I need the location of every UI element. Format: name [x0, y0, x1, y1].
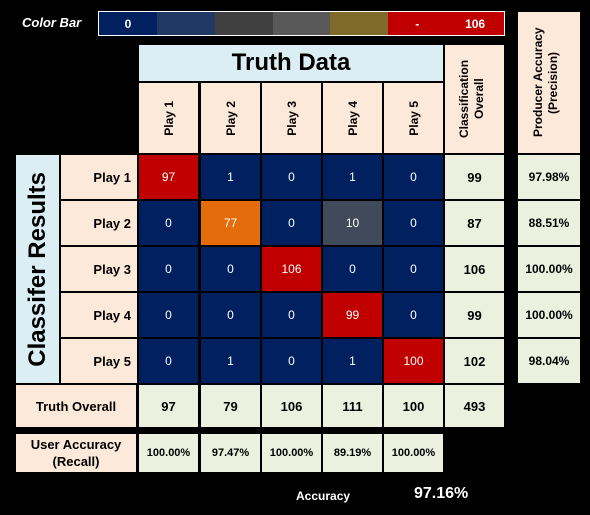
colorbar-segment	[330, 12, 389, 35]
producer-accuracy-cell: 98.04%	[517, 338, 581, 384]
colorbar-segment: 0	[99, 12, 157, 35]
user-accuracy-cell: 100.00%	[138, 433, 199, 473]
matrix-cell: 99	[322, 292, 383, 338]
matrix-cell: 0	[261, 292, 322, 338]
column-total-cell: 100	[383, 384, 444, 428]
column-header: Play 3	[261, 82, 322, 154]
row-header: Play 5	[60, 338, 138, 384]
matrix-cell: 0	[138, 292, 199, 338]
column-header-label: Play 3	[284, 100, 299, 136]
producer-accuracy-cell: 100.00%	[517, 292, 581, 338]
matrix-cell: 0	[138, 200, 199, 246]
column-header: Play 4	[322, 82, 383, 154]
column-header-label: Play 2	[223, 100, 238, 136]
column-header: Play 5	[383, 82, 444, 154]
column-header: Play 1	[138, 82, 199, 154]
user-accuracy-cell: 89.19%	[322, 433, 383, 473]
colorbar-segment: 106	[446, 12, 505, 35]
user-accuracy-label: User Accuracy (Recall)	[15, 433, 137, 473]
matrix-cell: 10	[322, 200, 383, 246]
matrix-cell: 0	[322, 246, 383, 292]
column-header-label: Play 5	[406, 100, 421, 136]
matrix-cell: 0	[200, 292, 261, 338]
matrix-cell: 1	[322, 338, 383, 384]
matrix-cell: 1	[200, 154, 261, 200]
colorbar-segment	[156, 12, 215, 35]
matrix-cell: 0	[383, 154, 444, 200]
row-total-cell: 87	[444, 200, 505, 246]
row-header: Play 2	[60, 200, 138, 246]
row-header: Play 3	[60, 246, 138, 292]
matrix-cell: 0	[261, 200, 322, 246]
column-header: Play 2	[200, 82, 261, 154]
user-accuracy-cell: 100.00%	[261, 433, 322, 473]
matrix-cell: 97	[138, 154, 199, 200]
matrix-cell: 0	[261, 338, 322, 384]
colorbar-segment: -	[388, 12, 447, 35]
user-accuracy-cell: 97.47%	[200, 433, 261, 473]
colorbar-segment	[272, 12, 331, 35]
row-header: Play 4	[60, 292, 138, 338]
classification-overall-header: Classification Overall	[444, 44, 505, 154]
matrix-cell: 0	[138, 338, 199, 384]
matrix-cell: 0	[383, 292, 444, 338]
row-total-cell: 99	[444, 154, 505, 200]
colorbar: 0 - 106	[98, 11, 505, 36]
producer-accuracy-cell: 88.51%	[517, 200, 581, 246]
producer-accuracy-cell: 97.98%	[517, 154, 581, 200]
row-header: Play 1	[60, 154, 138, 200]
grand-total-cell: 493	[444, 384, 505, 428]
matrix-cell: 0	[200, 246, 261, 292]
column-total-cell: 106	[261, 384, 322, 428]
matrix-cell: 0	[383, 246, 444, 292]
matrix-cell: 0	[261, 154, 322, 200]
user-accuracy-cell: 100.00%	[383, 433, 444, 473]
producer-accuracy-cell: 100.00%	[517, 246, 581, 292]
accuracy-value: 97.16%	[414, 485, 469, 502]
column-total-cell: 79	[200, 384, 261, 428]
truth-overall-label: Truth Overall	[15, 384, 137, 428]
colorbar-min-label: 0	[124, 16, 132, 31]
row-total-cell: 99	[444, 292, 505, 338]
column-total-cell: 111	[322, 384, 383, 428]
column-total-cell: 97	[138, 384, 199, 428]
row-total-cell: 102	[444, 338, 505, 384]
accuracy-label: Accuracy	[296, 489, 351, 503]
matrix-cell: 106	[261, 246, 322, 292]
row-total-cell: 106	[444, 246, 505, 292]
matrix-cell: 1	[200, 338, 261, 384]
truth-data-title: Truth Data	[138, 44, 444, 82]
colorbar-segment	[214, 12, 273, 35]
matrix-cell: 100	[383, 338, 444, 384]
column-header-label: Play 1	[161, 100, 176, 136]
colorbar-max-label: 106	[465, 16, 486, 31]
colorbar-label: Color Bar	[22, 15, 82, 30]
column-header-label: Play 4	[345, 100, 360, 136]
matrix-cell: 77	[200, 200, 261, 246]
matrix-cell: 1	[322, 154, 383, 200]
classifier-results-title: Classifer Results	[15, 154, 60, 384]
matrix-cell: 0	[138, 246, 199, 292]
producer-accuracy-header: Producer Accuracy (Precision)	[517, 11, 581, 154]
colorbar-mid-label: -	[415, 16, 420, 31]
matrix-cell: 0	[383, 200, 444, 246]
